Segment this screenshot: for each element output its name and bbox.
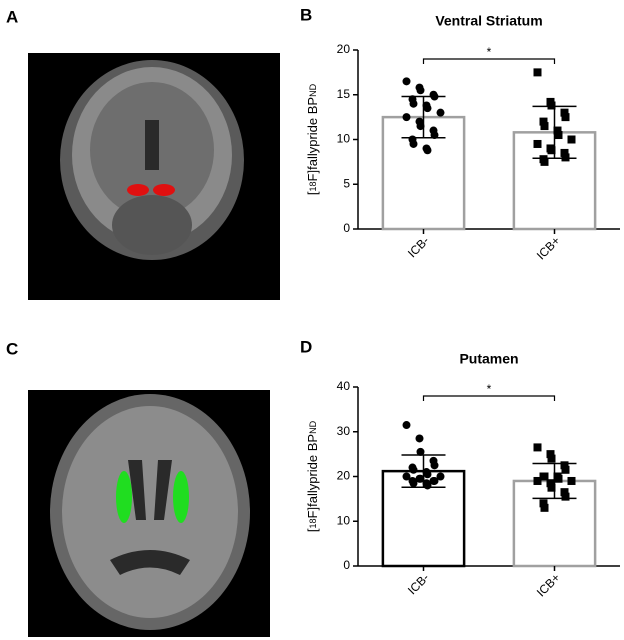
x-tick-label: ICB+ <box>534 233 563 262</box>
data-point <box>402 421 411 430</box>
data-point <box>416 122 425 131</box>
data-point <box>533 139 542 148</box>
y-axis-label: [18F]fallypride BPND <box>305 420 320 532</box>
data-point <box>423 104 432 113</box>
data-point <box>539 499 548 508</box>
y-axis-label-part: F]fallypride BP <box>305 97 320 182</box>
data-point <box>540 503 549 512</box>
data-point <box>533 443 542 452</box>
significance-label: * <box>487 45 492 59</box>
data-point <box>561 465 570 474</box>
x-tick-label: ICB+ <box>534 570 563 599</box>
y-tick-label: 30 <box>337 424 351 438</box>
panel-label: D <box>300 337 312 356</box>
data-point <box>547 146 556 155</box>
x-tick-label: ICB- <box>405 570 432 597</box>
y-tick-label: 40 <box>337 379 351 393</box>
data-point <box>547 483 556 492</box>
y-axis-label-part: ND <box>308 83 318 96</box>
data-point <box>561 113 570 122</box>
x-tick-label: ICB- <box>405 233 432 260</box>
panel-label: C <box>6 339 18 358</box>
data-point <box>402 113 411 122</box>
data-point <box>560 461 569 470</box>
significance-bracket <box>422 58 556 64</box>
data-point <box>423 146 432 155</box>
error-bar <box>532 462 577 500</box>
y-tick-label: 0 <box>343 221 350 235</box>
data-point <box>416 474 425 483</box>
y-axis-label-part: 18 <box>308 518 318 528</box>
y-axis-label-part: ND <box>308 420 318 433</box>
data-point <box>430 461 439 470</box>
mri-coronal <box>28 53 280 300</box>
y-tick-label: 20 <box>337 42 351 56</box>
data-point <box>560 108 569 117</box>
error-bar <box>401 95 446 139</box>
data-point <box>553 126 562 135</box>
data-point <box>546 479 555 488</box>
mri-axial <box>28 390 270 637</box>
error-bar <box>532 105 577 160</box>
significance-bracket <box>422 395 556 401</box>
y-tick-label: 0 <box>343 558 350 572</box>
y-axis-label: [18F]fallypride BPND <box>305 83 320 195</box>
data-point <box>540 472 549 481</box>
y-axis-label-part: [ <box>305 191 320 195</box>
data-point <box>561 153 570 162</box>
data-point <box>402 472 411 481</box>
data-point <box>539 117 548 126</box>
data-point <box>409 479 418 488</box>
data-point <box>436 108 445 117</box>
data-point <box>546 450 555 459</box>
error-bar <box>401 454 446 488</box>
data-point <box>560 148 569 157</box>
data-point <box>554 474 563 483</box>
y-axis-label-part: 18 <box>308 181 318 191</box>
data-point <box>423 481 432 490</box>
data-point <box>560 488 569 497</box>
data-point <box>533 68 542 77</box>
data-point <box>540 122 549 131</box>
panel-label: A <box>6 7 18 26</box>
data-point <box>567 135 576 144</box>
data-point <box>547 454 556 463</box>
data-point <box>567 476 576 485</box>
data-point <box>409 465 418 474</box>
y-tick-label: 15 <box>337 87 351 101</box>
y-axis-label-part: F]fallypride BP <box>305 434 320 519</box>
panel-label: B <box>300 5 312 24</box>
y-tick-label: 20 <box>337 469 351 483</box>
data-point <box>402 77 411 86</box>
data-point <box>416 86 425 95</box>
data-point <box>415 434 424 443</box>
significance-label: * <box>487 382 492 396</box>
y-tick-label: 10 <box>337 513 351 527</box>
y-tick-label: 10 <box>337 132 351 146</box>
chart-title: Putamen <box>459 351 518 367</box>
data-point <box>547 101 556 110</box>
data-point <box>423 470 432 479</box>
data-point <box>533 476 542 485</box>
data-point <box>430 476 439 485</box>
data-point <box>540 157 549 166</box>
y-tick-label: 5 <box>343 176 350 190</box>
data-point <box>436 472 445 481</box>
data-point <box>416 447 425 456</box>
data-point <box>409 99 418 108</box>
y-axis-label-part: [ <box>305 528 320 532</box>
data-point <box>554 131 563 140</box>
data-point <box>409 139 418 148</box>
chart-title: Ventral Striatum <box>435 13 542 29</box>
data-point <box>561 492 570 501</box>
